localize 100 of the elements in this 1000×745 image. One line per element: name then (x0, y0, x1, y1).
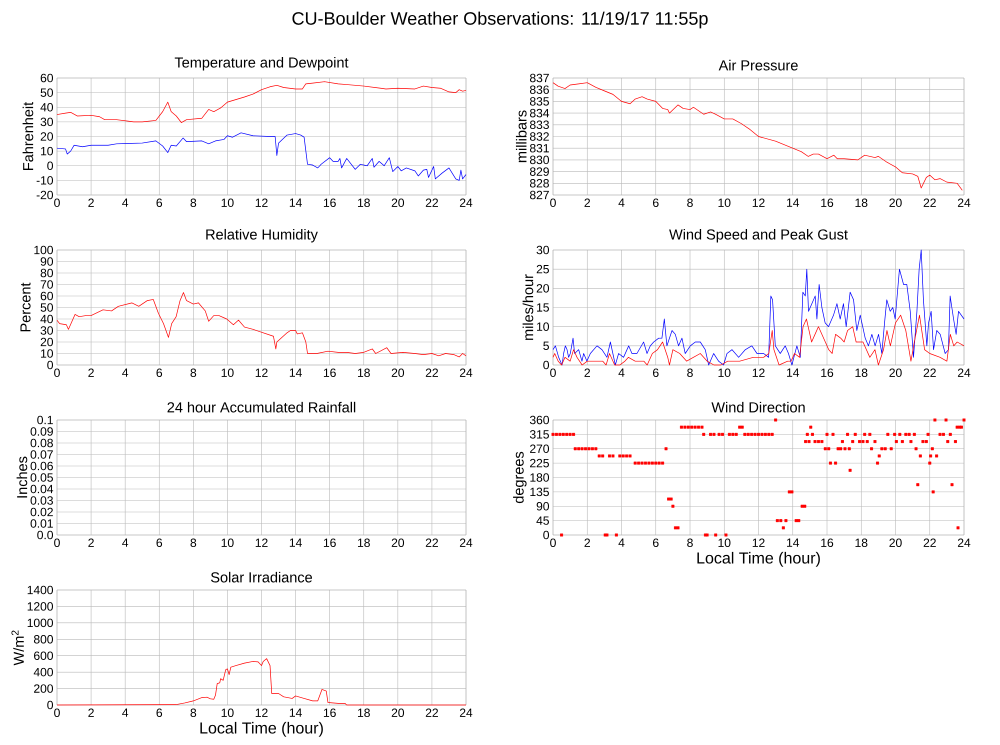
x-tick-label: 24 (958, 368, 970, 377)
y-tick-label: 25 (536, 264, 549, 274)
x-tick-label: 16 (324, 198, 336, 208)
y-tick-label: 827 (530, 190, 549, 200)
y-tick-label: 832 (530, 132, 549, 141)
y-tick-label: 1200 (28, 602, 53, 611)
y-axis-title: W/m$^{2}$ (11, 630, 24, 666)
y-tick-label: 10 (41, 146, 54, 156)
x-tick-label: 4 (618, 368, 624, 377)
x-tick-label: 24 (460, 368, 472, 377)
y-tick-label: 360 (530, 416, 550, 424)
x-tick-label: 18 (358, 368, 370, 378)
y-tick-label: 90 (536, 502, 550, 510)
y-tick-label: 0.09 (30, 427, 53, 436)
x-tick-label: 4 (122, 538, 128, 547)
y-tick-label: 0.03 (30, 496, 53, 505)
x-tick-label: 4 (618, 538, 624, 547)
x-tick-label: 20 (392, 198, 404, 208)
y-tick-label: 10 (41, 349, 54, 358)
y-tick-label: 270 (530, 444, 550, 453)
x-tick-label: 2 (88, 538, 94, 547)
x-tick-label: 6 (156, 198, 162, 208)
y-tick-label: 834 (530, 108, 550, 118)
x-tick-label: 24 (958, 538, 970, 547)
y-axis-title: degrees (513, 452, 527, 504)
x-tick-label: 20 (392, 368, 404, 378)
y-tick-label: 135 (530, 488, 549, 496)
x-tick-label: 0 (54, 198, 60, 208)
line-series (56, 658, 466, 706)
x-tick-label: 14 (290, 368, 302, 377)
y-tick-label: 315 (530, 430, 549, 439)
x-tick-label: 14 (786, 368, 800, 377)
x-tick-label: 14 (786, 538, 800, 547)
x-tick-label: 8 (190, 198, 196, 208)
x-tick-label: 10 (222, 708, 234, 718)
x-tick-label: 0 (550, 538, 556, 548)
x-tick-label: 10 (718, 368, 730, 378)
y-tick-label: 836 (530, 85, 549, 94)
y-tick-label: 20 (40, 338, 54, 346)
y-tick-label: 0.06 (30, 462, 53, 470)
y-tick-label: 828 (530, 179, 549, 188)
y-tick-label: 0 (47, 700, 54, 710)
x-tick-label: 0 (54, 538, 60, 548)
y-tick-label: 833 (530, 120, 549, 130)
y-tick-label: 0.04 (30, 484, 54, 494)
x-tick-label: 18 (855, 538, 868, 548)
y-tick-label: 0.01 (30, 519, 53, 528)
x-tick-label: 0 (550, 198, 556, 208)
text: CU-Boulder Weather Observations: 11/19/17 11:55p (292, 12, 708, 28)
x-tick-label: 12 (256, 538, 268, 547)
y-tick-label: 830 (530, 156, 550, 164)
x-tick-label: 20 (889, 198, 902, 208)
y-tick-label: 1400 (28, 586, 53, 594)
line-series (56, 132, 466, 181)
x-tick-label: 20 (392, 538, 404, 548)
x-tick-label: 14 (290, 708, 302, 717)
x-tick-label: 18 (358, 538, 370, 548)
x-tick-label: 18 (855, 368, 868, 378)
y-tick-label: 30 (40, 118, 54, 126)
x-tick-label: 2 (584, 198, 590, 207)
y-tick-label: 0.08 (30, 438, 53, 448)
x-tick-label: 16 (324, 538, 336, 548)
y-tick-label: 60 (40, 74, 54, 82)
y-tick-label: 45 (536, 516, 549, 525)
x-tick-label: 12 (752, 538, 765, 547)
x-tick-label: 0 (54, 368, 60, 378)
x-tick-label: 22 (924, 368, 936, 377)
x-tick-label: 0 (550, 368, 556, 378)
y-tick-label: -20 (36, 190, 54, 200)
x-tick-label: 20 (889, 368, 902, 378)
y-tick-label: 829 (530, 167, 549, 176)
x-tick-label: 8 (190, 708, 196, 718)
x-tick-label: 0 (54, 708, 60, 718)
y-tick-label: 20 (40, 132, 54, 141)
x-tick-label: 8 (190, 368, 196, 378)
x-tick-label: 20 (889, 538, 902, 548)
x-tick-label: 2 (584, 368, 590, 377)
chart-title: Wind Direction (711, 402, 805, 412)
x-tick-label: 6 (653, 198, 659, 208)
x-axis-title: Local Time (hour) (697, 552, 820, 567)
x-tick-label: 24 (460, 708, 472, 717)
y-tick-label: 50 (40, 88, 54, 97)
y-tick-label: 0.0 (37, 530, 54, 540)
chart-title: Air Pressure (718, 60, 798, 70)
x-tick-label: 4 (122, 368, 128, 377)
x-tick-label: 16 (821, 368, 834, 378)
y-tick-label: 600 (34, 651, 54, 660)
y-tick-label: 180 (530, 473, 550, 482)
x-tick-label: 4 (122, 708, 128, 717)
x-tick-label: 2 (88, 708, 94, 717)
x-tick-label: 18 (855, 198, 868, 208)
x-tick-label: 20 (392, 708, 404, 718)
x-tick-label: 4 (122, 198, 128, 207)
y-axis-title: Fahrenheit (22, 102, 34, 170)
y-tick-label: 10 (537, 322, 550, 331)
x-tick-label: 2 (88, 198, 94, 207)
x-tick-label: 18 (358, 198, 370, 208)
y-tick-label: 0 (543, 360, 550, 370)
y-axis-title: Percent (20, 282, 31, 332)
x-tick-label: 12 (256, 708, 268, 717)
